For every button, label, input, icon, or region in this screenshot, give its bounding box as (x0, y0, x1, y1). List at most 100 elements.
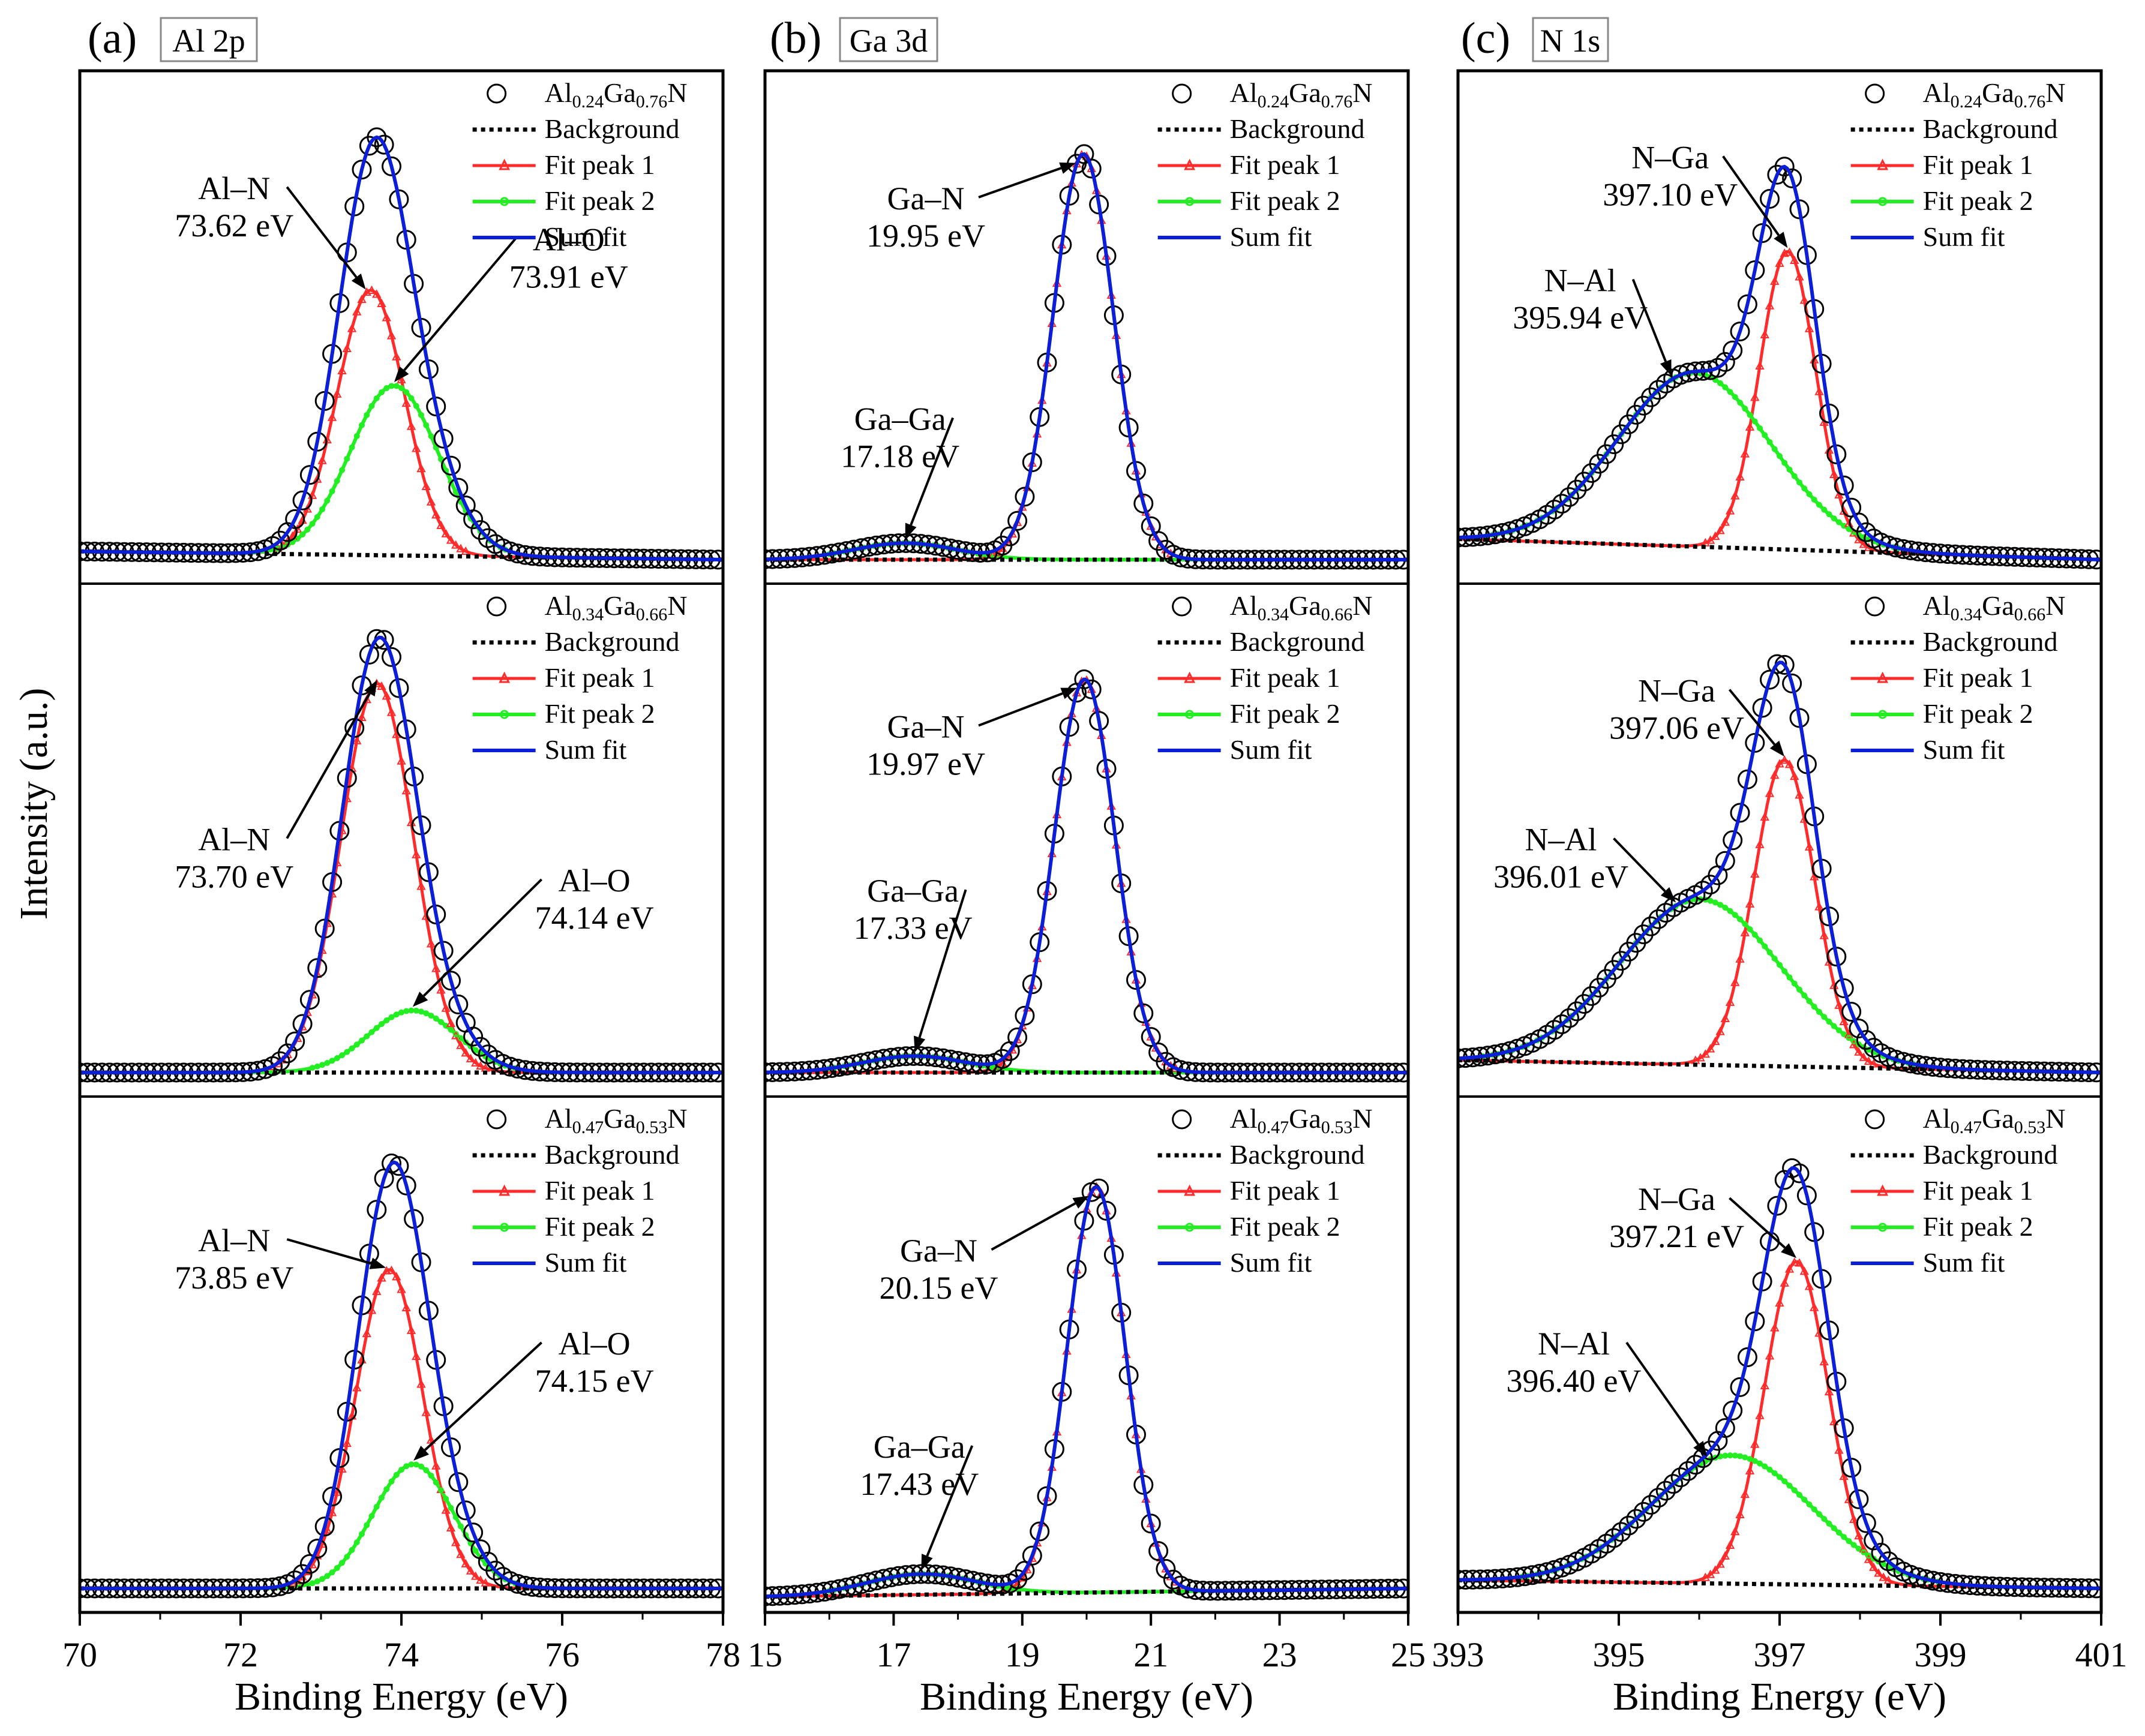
data-point (1767, 1196, 1787, 1216)
data-point (1908, 1567, 1928, 1587)
peak2-arrow-head (1660, 359, 1672, 376)
fit-peak-2-marker (319, 1576, 326, 1582)
fit-peak-2-marker (472, 1548, 479, 1554)
fit-peak-1-marker (392, 352, 401, 361)
peak2-bond-label: Al–O (559, 863, 631, 899)
panel-a-plot-area (80, 127, 723, 1599)
fit-peak-2-marker (359, 1531, 365, 1537)
fit-peak-2-marker (1831, 1023, 1837, 1029)
fit-peak-2-marker (334, 1564, 340, 1571)
data-point (851, 1574, 872, 1594)
legend-label-2: Fit peak 1 (1230, 1175, 1340, 1206)
peak1-energy-label: 397.21 eV (1609, 1218, 1744, 1254)
fit-peak-2-marker (1811, 1506, 1817, 1513)
fit-peak-1-marker (1849, 1514, 1859, 1523)
peak2-arrow-head (1693, 1441, 1708, 1458)
fit-peak-2-marker (437, 456, 444, 462)
fit-peak-2-marker (1751, 1458, 1758, 1464)
fit-peak-1-marker (1780, 755, 1789, 764)
peak2-arrow-line (1631, 278, 1667, 362)
fit-peak-2-marker (1801, 485, 1808, 492)
data-point (1730, 322, 1750, 342)
fit-peak-1-marker (1819, 930, 1829, 939)
legend-peak2-marker (1878, 197, 1888, 206)
data-point (1574, 994, 1594, 1014)
fit-peak-2-marker (452, 1514, 459, 1521)
peak1-arrow-head (1072, 1196, 1090, 1209)
fit-peak-2-marker (359, 1037, 365, 1044)
fit-peak-2-marker (1850, 1038, 1857, 1044)
fit-peak-2-marker (349, 1546, 355, 1553)
fit-peak-1-marker (1711, 531, 1720, 540)
fit-peak-2-curve (1458, 371, 2101, 561)
fit-peak-2-marker (379, 389, 385, 395)
fit-peak-1-marker (1705, 1044, 1715, 1053)
fit-peak-2-marker (1722, 384, 1729, 391)
sum-fit-curve (80, 1160, 723, 1590)
panel-b-core-level: Ga 3d (850, 23, 928, 59)
fit-peak-1-marker (1720, 517, 1730, 526)
fit-peak-2-marker (1835, 1027, 1842, 1034)
fit-peak-1-marker (352, 735, 362, 744)
fit-peak-1-marker (1883, 1575, 1894, 1584)
fit-peak-1-marker (476, 1061, 485, 1070)
fit-peak-1-marker (416, 1379, 426, 1388)
fit-peak-2-marker (1861, 534, 1867, 540)
fit-peak-2-marker (1846, 1538, 1852, 1545)
fit-peak-2-marker (1757, 1460, 1763, 1467)
data-point (1000, 526, 1020, 546)
fit-peak-1-marker (461, 1048, 470, 1057)
x-tick-label: 76 (545, 1635, 580, 1674)
peak2-energy-label: 74.14 eV (535, 900, 654, 936)
peak2-arrow-line (918, 889, 967, 1038)
fit-peak-2-curve (1458, 897, 2101, 1074)
fit-peak-2-marker (1850, 1542, 1857, 1548)
fit-peak-2-curve (80, 383, 723, 561)
data-point (433, 428, 454, 449)
data-point (285, 509, 305, 529)
legend-label-2: Fit peak 1 (545, 1175, 655, 1206)
data-point (1864, 1530, 1884, 1551)
fit-peak-1-marker (1715, 1559, 1725, 1568)
fit-peak-1-marker (1790, 255, 1799, 265)
spectrum-c-row-3 (1458, 1158, 2101, 1599)
peak1-arrow-line (286, 186, 358, 278)
legend-sample-label: Al0.34Ga0.66N (545, 590, 688, 624)
peak2-arrow-head (413, 1446, 429, 1461)
fit-peak-1-marker (1819, 1357, 1829, 1366)
fit-peak-2-marker (324, 1060, 331, 1067)
fit-peak-1-marker (1720, 1013, 1730, 1023)
fit-peak-2-marker (437, 1019, 444, 1025)
background-line (1458, 537, 2101, 562)
data-point (1641, 387, 1661, 407)
peak1-energy-label: 397.06 eV (1609, 710, 1744, 746)
fit-peak-1-marker (466, 1053, 476, 1062)
fit-peak-2-marker (359, 422, 365, 428)
x-axis-title-c: Binding Energy (eV) (1613, 1675, 1946, 1719)
fit-peak-2-marker (1777, 453, 1783, 459)
peak2-arrow-head (905, 522, 917, 540)
fit-peak-1-marker (1864, 1554, 1874, 1563)
peak2-bond-label: Al–O (559, 1326, 631, 1362)
x-tick-label: 393 (1432, 1635, 1484, 1674)
fit-peak-1-marker (1705, 1569, 1715, 1578)
legend-label-3: Fit peak 2 (545, 698, 655, 729)
fit-peak-1-marker (1795, 272, 1804, 281)
legend-sample-label: Al0.24Ga0.76N (1923, 77, 2066, 112)
fit-peak-2-marker (1846, 525, 1852, 532)
legend-label-4: Sum fit (1923, 1247, 2005, 1278)
fit-peak-1-marker (397, 374, 406, 383)
fit-peak-1-marker (1784, 1264, 1795, 1273)
fit-peak-1-marker (431, 1461, 441, 1470)
fit-peak-1-marker (1770, 276, 1780, 285)
fit-peak-2-marker (344, 1554, 350, 1560)
data-point (1886, 1050, 1906, 1070)
fit-peak-2-marker (1777, 1474, 1783, 1480)
fit-peak-1-marker (1725, 506, 1735, 515)
panel-frame (763, 69, 1410, 1614)
fit-peak-1-marker (412, 1351, 421, 1360)
peak2-arrow-line (403, 237, 517, 371)
